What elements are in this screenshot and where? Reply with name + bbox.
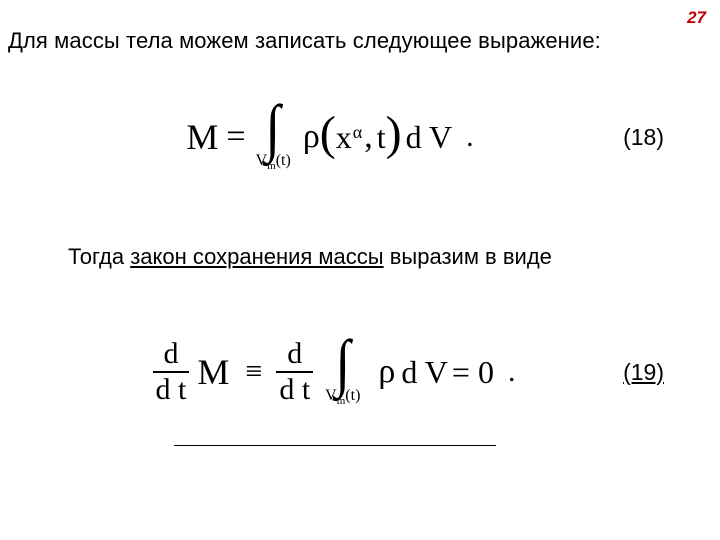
equation-19-underline [174,445,496,446]
then-underlined: закон сохранения массы [130,244,383,269]
equation-19-row: d d t M ≡ d d t ∫ Vm(t) ρ d V = 0 . (19) [10,312,704,432]
eq18-x: x [336,119,352,155]
integral-icon: ∫ [335,337,350,388]
intro-text: Для массы тела можем записать следующее … [8,28,704,54]
then-suffix: выразим в виде [384,244,552,269]
page-number: 27 [687,8,706,28]
eq18-alpha: α [353,122,362,142]
integral-icon: ∫ [266,102,281,153]
equation-18-row: M = ∫ Vm(t) ρ ( xα , t ) d V . (18) [10,82,704,192]
eq18-dot: . [466,120,474,154]
eq19-eqzero: = 0 [452,354,494,391]
eq19-frac2-den: d t [276,375,313,405]
then-prefix: Тогда [68,244,130,269]
equation-19-label[interactable]: (19) [623,359,664,386]
eq19-M: M [197,351,229,393]
eq19-dV: d V [401,354,448,391]
eq18-dV: d V [406,119,453,156]
eq18-rho: ρ [303,118,320,156]
equation-18: M = ∫ Vm(t) ρ ( xα , t ) d V . [186,102,473,171]
eq19-frac1-den: d t [153,375,190,405]
eq19-frac1-num: d [160,339,181,369]
eq19-equiv: ≡ [245,355,262,389]
equation-19: d d t M ≡ d d t ∫ Vm(t) ρ d V = 0 . [149,337,516,406]
eq19-integral: ∫ Vm(t) [325,337,360,406]
eq18-integral: ∫ Vm(t) [256,102,291,171]
eq18-xalpha: xα [336,119,362,156]
eq18-t: t [377,119,386,156]
then-line: Тогда закон сохранения массы выразим в в… [68,244,704,270]
eq19-rho: ρ [378,353,395,391]
equation-18-label: (18) [623,124,664,151]
eq18-comma: , [364,118,373,156]
eq18-equals: = [226,118,245,156]
eq19-frac2-num: d [284,339,305,369]
eq18-M: M [186,116,218,158]
eq19-frac1: d d t [153,339,190,405]
eq19-dot: . [508,355,516,389]
eq19-frac2: d d t [276,339,313,405]
